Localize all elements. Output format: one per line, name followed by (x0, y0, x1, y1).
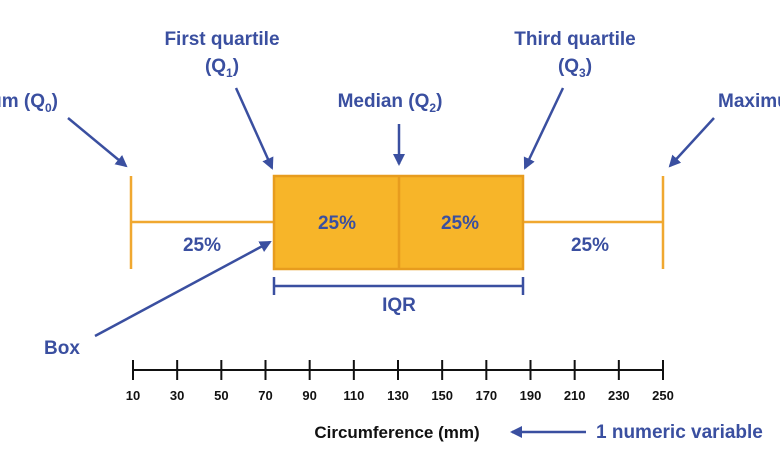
axis-tick-label-30: 30 (170, 388, 184, 403)
axis-tick-label-110: 110 (343, 388, 364, 403)
arrow-maximum (668, 117, 715, 168)
axis-tick-label-210: 210 (564, 388, 586, 403)
third-quartile-title: Third quartile (514, 29, 635, 50)
whiskers (129, 176, 665, 269)
pct-right-whisker: 25% (571, 235, 609, 256)
axis-tick-labels: 10 30 50 70 90 110 130 150 170 190 210 230 250 (126, 388, 674, 403)
iqr-bracket (272, 277, 525, 295)
third-quartile-symbol: (Q3) (558, 56, 592, 80)
axis-tick-label-50: 50 (214, 388, 228, 403)
pointer-arrows (67, 87, 715, 438)
axis-title: Circumference (mm) (314, 423, 479, 442)
minimum-label: Minimum (Q0) (0, 91, 58, 115)
axis-tick-label-170: 170 (475, 388, 497, 403)
pct-box-right: 25% (441, 213, 479, 234)
first-quartile-title: First quartile (164, 29, 279, 50)
arrow-box (94, 240, 272, 338)
median-label: Median (Q2) (338, 91, 443, 115)
axis-tick-label-250: 250 (652, 388, 674, 403)
box-label: Box (44, 338, 80, 359)
pct-box-left: 25% (318, 213, 356, 234)
axis-ticks (132, 360, 664, 380)
numeric-variable-label: 1 numeric variable (596, 422, 763, 443)
iqr-label: IQR (382, 295, 416, 316)
axis-tick-label-70: 70 (258, 388, 272, 403)
axis-tick-label-150: 150 (431, 388, 453, 403)
arrow-minimum (67, 117, 128, 168)
arrow-third-quartile (523, 87, 565, 170)
axis-tick-label-230: 230 (608, 388, 630, 403)
axis-tick-label-190: 190 (520, 388, 542, 403)
arrow-first-quartile (234, 87, 274, 170)
maximum-label: Maximum (Q4) (718, 91, 780, 115)
axis-tick-label-10: 10 (126, 388, 140, 403)
axis-tick-label-90: 90 (302, 388, 316, 403)
axis-tick-label-130: 130 (387, 388, 409, 403)
first-quartile-symbol: (Q1) (205, 56, 239, 80)
pct-left-whisker: 25% (183, 235, 221, 256)
